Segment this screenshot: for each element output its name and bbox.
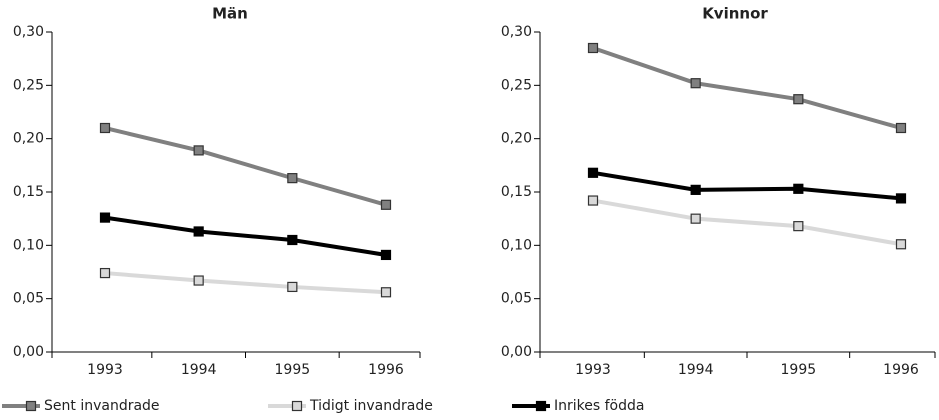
y-tick-label: 0,25 — [13, 77, 44, 93]
x-tick-label: 1996 — [368, 362, 404, 378]
data-point — [380, 199, 392, 210]
series-line — [104, 126, 387, 207]
legend-label: Tidigt invandrade — [309, 398, 433, 414]
chart-title: Män — [212, 5, 248, 23]
data-point — [380, 287, 392, 298]
data-point — [287, 234, 298, 246]
data-point — [587, 195, 599, 206]
data-point — [895, 239, 907, 250]
legend-marker — [535, 400, 547, 412]
chart-title: Kvinnor — [702, 5, 768, 23]
x-tick-label: 1994 — [181, 362, 217, 378]
data-point — [193, 226, 204, 237]
x-tick-label: 1994 — [678, 362, 714, 378]
data-point — [587, 167, 599, 178]
series-line — [592, 198, 902, 247]
data-point — [895, 193, 907, 204]
data-point — [895, 122, 907, 134]
series-line — [592, 170, 902, 201]
data-point — [193, 275, 204, 286]
data-point — [793, 94, 804, 105]
data-point — [287, 173, 298, 184]
y-tick-label: 0,30 — [501, 24, 532, 40]
y-tick-label: 0,15 — [13, 184, 44, 200]
y-tick-label: 0,15 — [501, 184, 532, 200]
series-line — [592, 46, 902, 130]
y-tick-label: 0,05 — [13, 291, 44, 307]
legend-label: Inrikes födda — [554, 398, 644, 414]
data-point — [193, 145, 204, 156]
x-tick-label: 1995 — [781, 362, 817, 378]
legend-marker — [25, 400, 37, 412]
y-tick-label: 0,05 — [501, 291, 532, 307]
y-tick-label: 0,10 — [501, 237, 532, 253]
y-tick-label: 0,30 — [13, 24, 44, 40]
data-point — [587, 42, 599, 54]
series-line — [104, 215, 387, 257]
data-point — [99, 122, 111, 134]
data-point — [793, 183, 804, 194]
data-point — [793, 221, 804, 232]
x-tick-label: 1996 — [883, 362, 919, 378]
x-tick-label: 1993 — [87, 362, 123, 378]
data-point — [99, 267, 111, 279]
data-point — [690, 78, 701, 89]
data-point — [99, 212, 111, 223]
data-point — [380, 249, 392, 261]
x-tick-label: 1995 — [275, 362, 311, 378]
y-tick-label: 0,00 — [13, 344, 44, 360]
legend-marker — [291, 400, 303, 412]
y-tick-label: 0,20 — [13, 131, 44, 147]
x-tick-label: 1993 — [575, 362, 611, 378]
y-tick-label: 0,00 — [501, 344, 532, 360]
y-tick-label: 0,20 — [501, 131, 532, 147]
data-point — [690, 213, 701, 224]
series-line — [104, 271, 387, 295]
y-tick-label: 0,25 — [501, 77, 532, 93]
y-tick-label: 0,10 — [13, 237, 44, 253]
data-point — [287, 281, 298, 293]
data-point — [690, 184, 701, 195]
legend-label: Sent invandrade — [44, 398, 160, 414]
